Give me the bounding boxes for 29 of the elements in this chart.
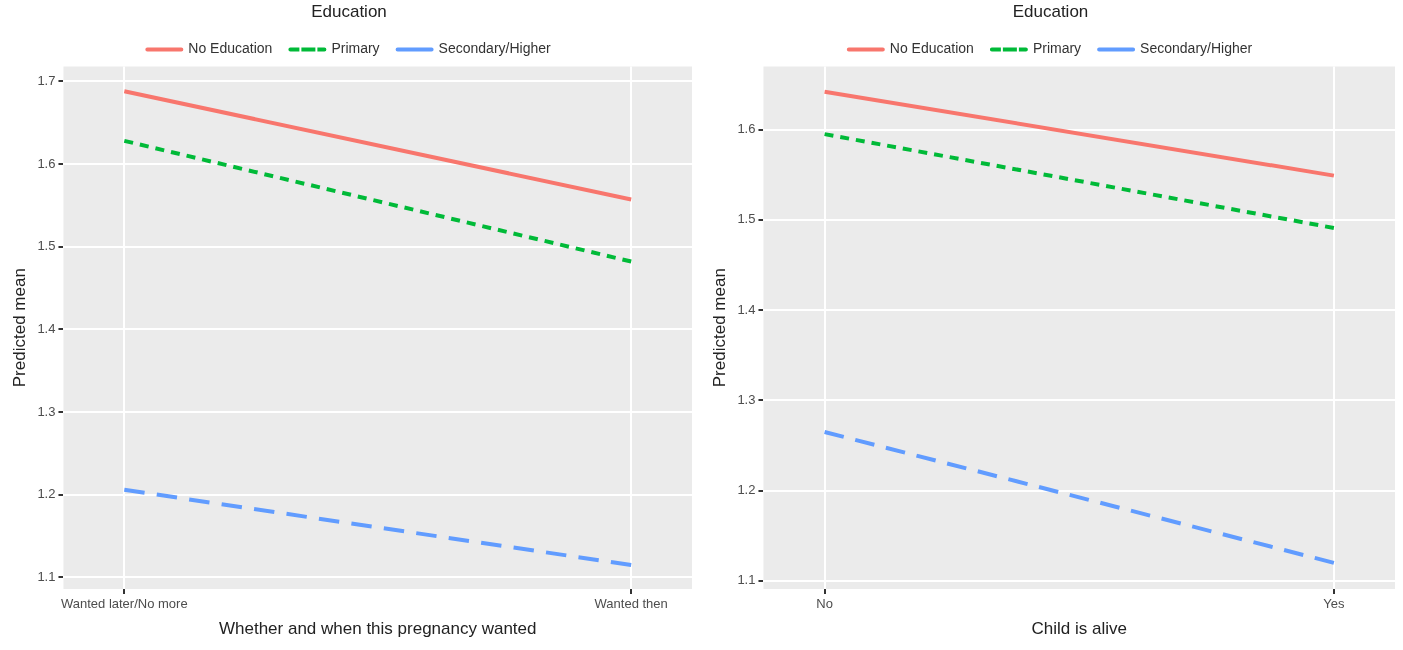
x-tick-label: Wanted later/No more [60, 596, 188, 612]
y-tick-label: 1.1 [737, 572, 756, 588]
legend-label: Secondary/Higher [1140, 40, 1253, 57]
y-tick-label: 1.3 [737, 391, 756, 407]
legend-label: No Education [188, 40, 273, 57]
y-tick-label: 1.6 [37, 155, 56, 171]
y-tick-label: 1.6 [737, 121, 756, 137]
y-tick-label: 1.2 [737, 482, 756, 498]
y-tick-label: 1.4 [737, 301, 756, 317]
legend-label: Secondary/Higher [438, 40, 552, 57]
x-axis-title: Child is alive [1031, 619, 1127, 639]
y-tick-label: 1.1 [37, 569, 56, 584]
y-tick-label: 1.4 [37, 320, 56, 336]
y-axis-title: Predicted mean [709, 268, 729, 388]
legend-title: Education [1012, 2, 1089, 22]
y-tick-label: 1.5 [37, 238, 56, 254]
y-tick-label: 1.2 [37, 486, 56, 502]
y-tick-label: 1.7 [37, 72, 56, 88]
legend-label: Primary [1032, 40, 1082, 57]
x-axis-title: Whether and when this pregnancy wanted [218, 619, 537, 639]
y-tick-label: 1.5 [737, 211, 756, 227]
legend-label: No Education [889, 40, 974, 57]
x-tick-label: Wanted then [594, 596, 668, 612]
x-tick-label: Yes [1323, 596, 1345, 612]
x-tick-label: No [816, 596, 833, 612]
legend-title: Education [311, 2, 387, 22]
legend-label: Primary [331, 40, 380, 57]
y-tick-label: 1.3 [37, 403, 56, 419]
y-axis-title: Predicted mean [9, 268, 29, 388]
